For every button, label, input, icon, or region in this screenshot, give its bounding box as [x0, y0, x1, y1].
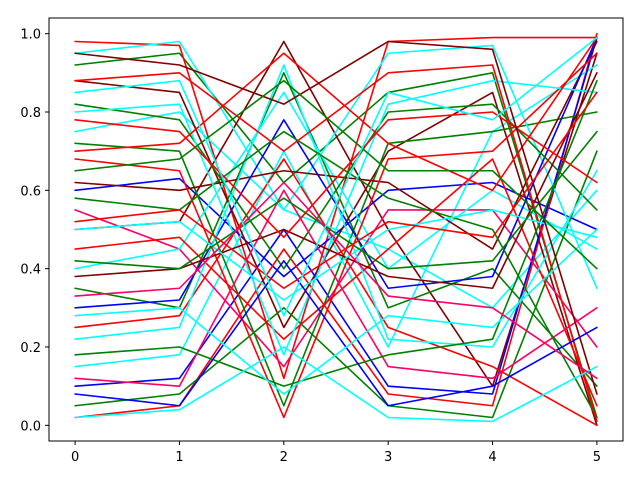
series-line — [74, 40, 598, 290]
series-line — [74, 260, 598, 407]
series-line — [74, 36, 598, 192]
series-line — [74, 79, 598, 356]
x-tick-label: 1 — [175, 450, 183, 465]
series-line — [74, 111, 598, 407]
series-line — [74, 64, 598, 348]
series-line — [74, 79, 598, 270]
series-line — [74, 36, 598, 395]
y-tick-label: 0.8 — [20, 106, 41, 121]
series-line — [74, 36, 598, 380]
series-line — [74, 346, 598, 423]
y-tick-label: 0.0 — [20, 419, 41, 434]
series-line — [74, 32, 598, 419]
y-tick-label: 1.0 — [20, 28, 41, 43]
series-line — [74, 181, 598, 380]
y-tick-label: 0.6 — [20, 184, 41, 199]
series-line — [74, 52, 598, 419]
series-line — [74, 52, 598, 419]
series-line — [74, 64, 598, 368]
y-tick-label: 0.2 — [20, 341, 41, 356]
x-tick-label: 2 — [280, 450, 288, 465]
series-line — [74, 189, 598, 387]
series-line — [74, 150, 598, 419]
x-tick-label: 4 — [488, 450, 496, 465]
axes-frame — [48, 17, 624, 442]
x-tick-label: 5 — [593, 450, 601, 465]
series-line — [74, 91, 598, 290]
y-tick-label: 0.4 — [20, 263, 41, 278]
x-axis: 0 1 2 3 4 5 — [71, 441, 601, 465]
series-line — [74, 130, 598, 270]
y-axis: 0.0 0.2 0.4 0.6 0.8 1.0 — [20, 28, 49, 434]
series-line — [74, 130, 598, 419]
series-line — [74, 111, 598, 239]
series-line — [74, 79, 598, 387]
x-tick-label: 0 — [71, 450, 79, 465]
series-line — [74, 36, 598, 317]
series-line — [74, 228, 598, 395]
series-line — [74, 158, 598, 407]
plot-area — [74, 32, 598, 427]
x-tick-label: 3 — [384, 450, 392, 465]
series-line — [74, 72, 598, 290]
